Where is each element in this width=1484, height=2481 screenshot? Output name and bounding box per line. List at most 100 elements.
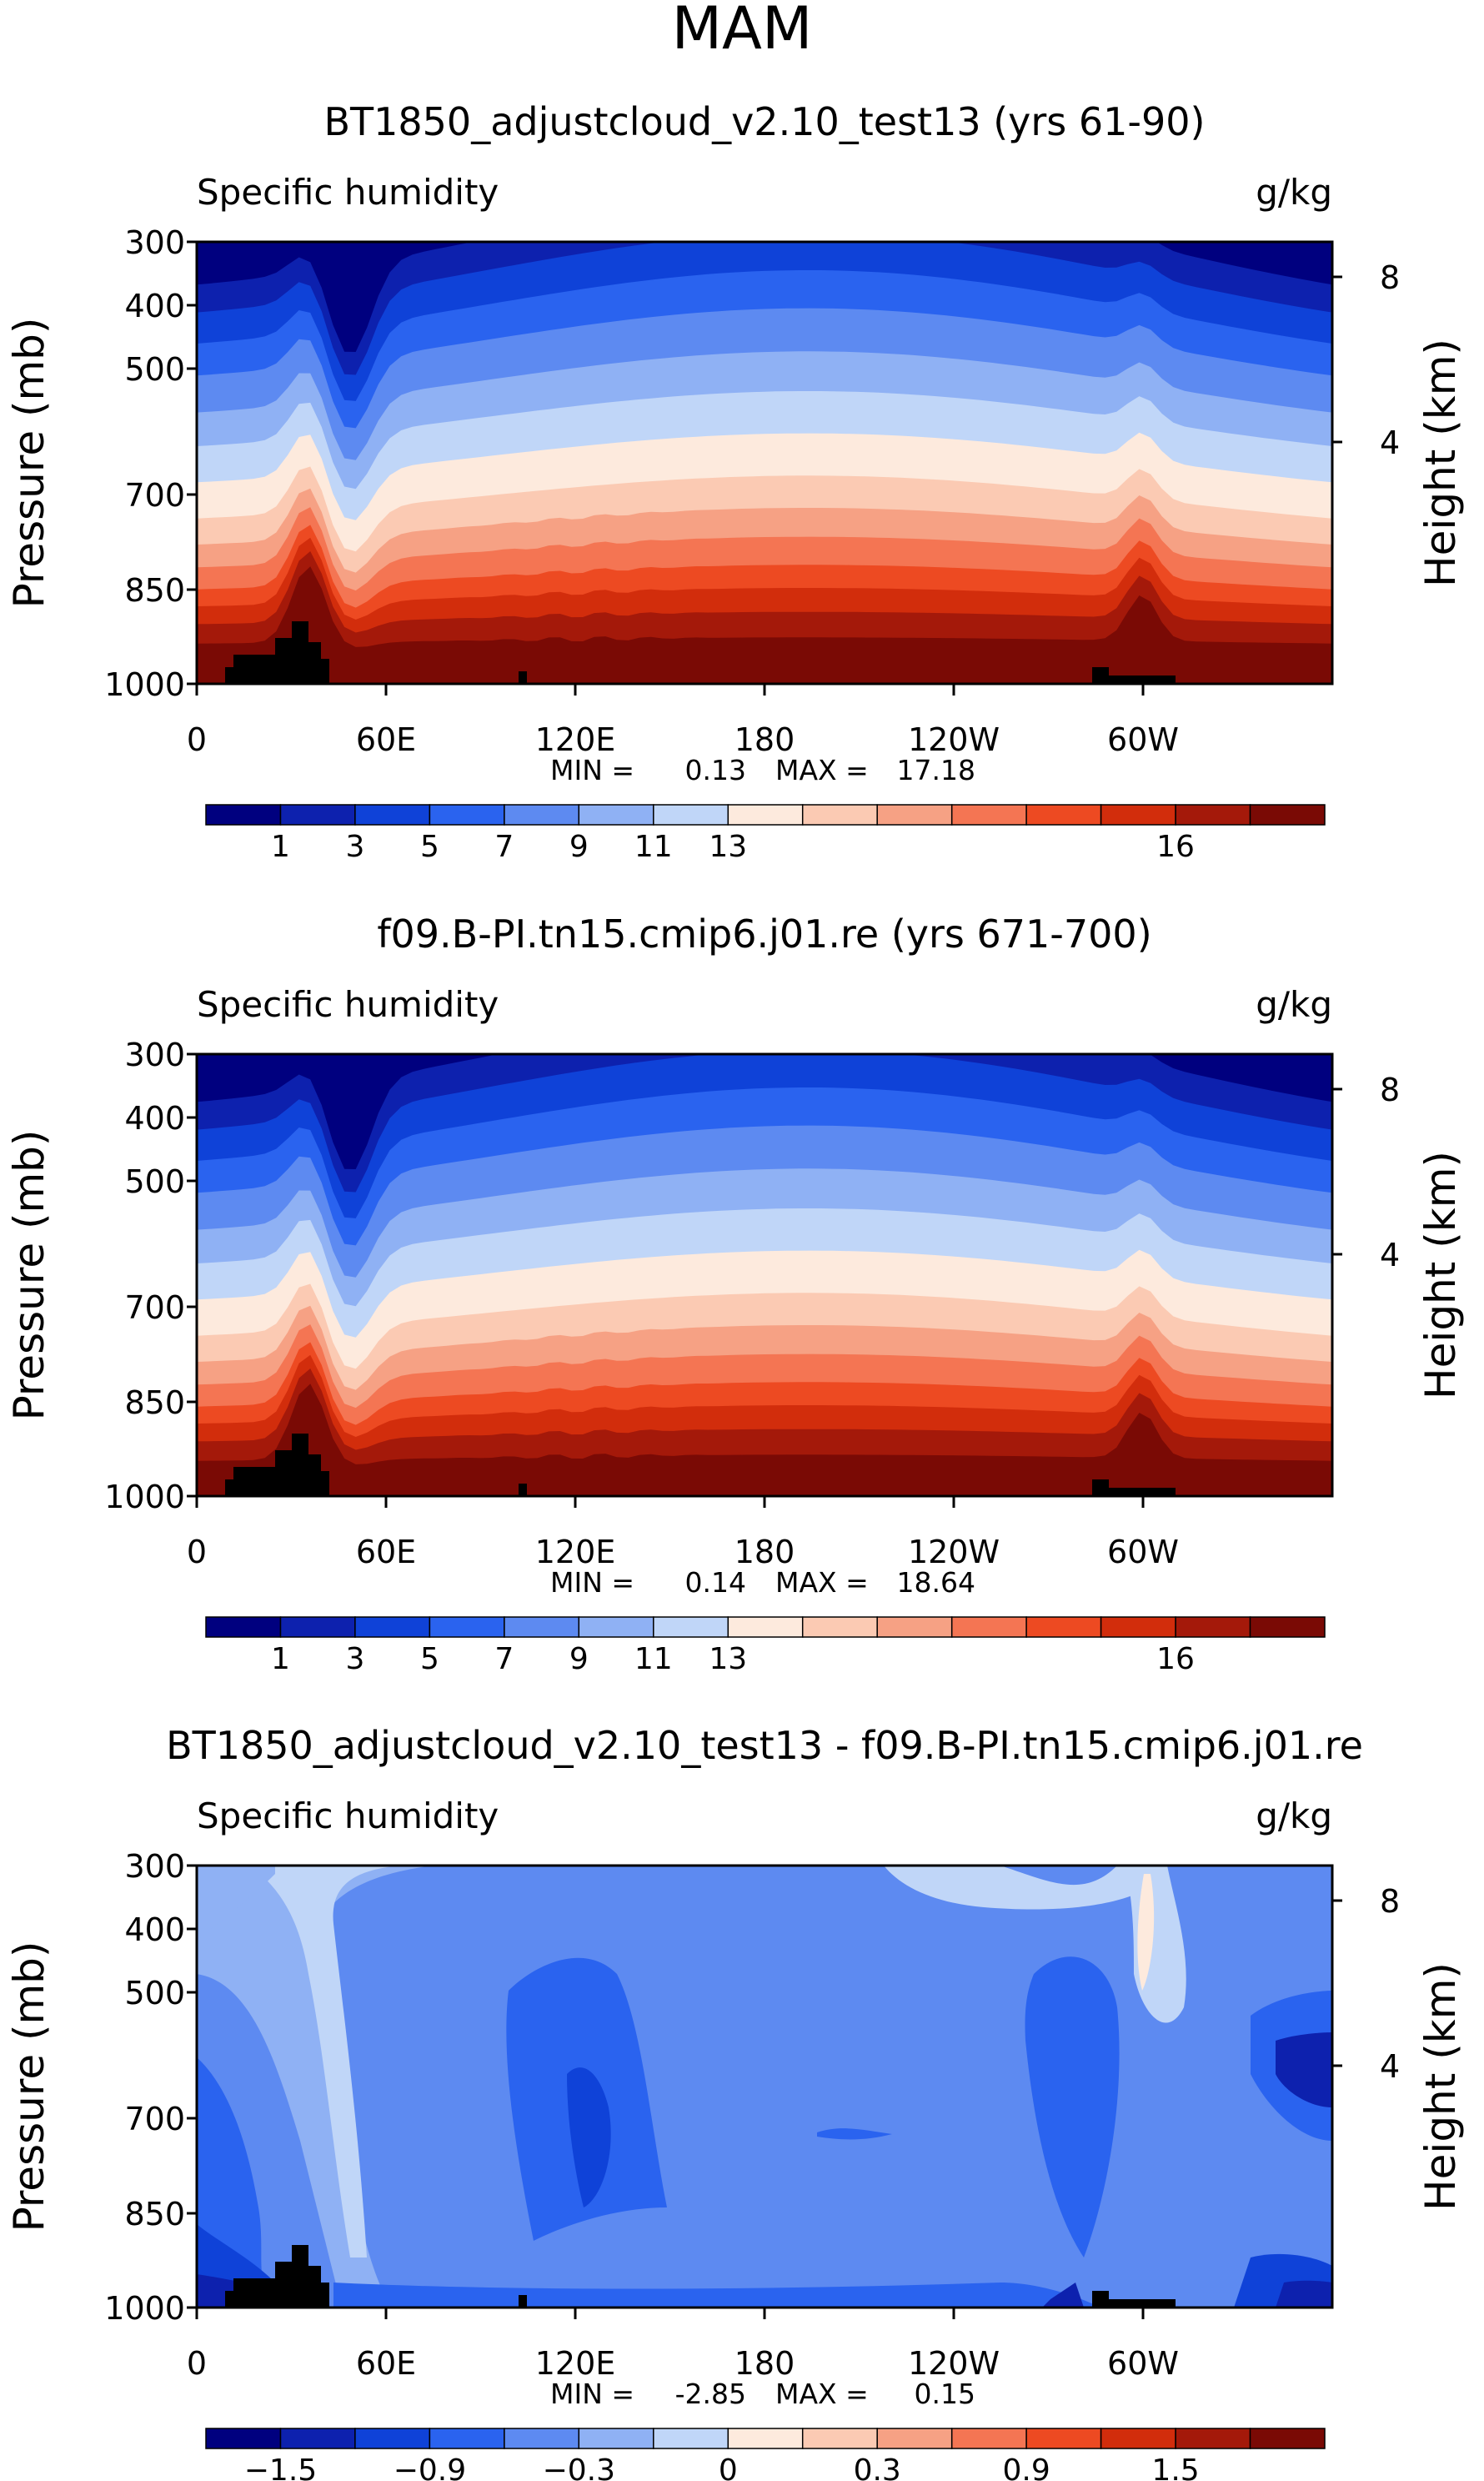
x-tick-label: 180 [734,1534,795,1570]
colorbar-swatch [279,804,356,826]
colorbar-swatch [1249,2428,1326,2449]
y2-axis-label: Height (km) [1416,1962,1465,2211]
colorbar-swatch [653,804,729,826]
y2-axis-label: Height (km) [1416,1151,1465,1399]
colorbar-swatch [429,804,505,826]
y-axis-label: Pressure (mb) [5,1130,53,1421]
colorbar-swatch [578,2428,654,2449]
x-tick-label: 120E [535,721,616,758]
y-tick-label: 700 [124,1289,185,1326]
y2-tick-label: 4 [1380,2048,1400,2085]
y-tick-label: 500 [124,1163,185,1200]
x-tick-label: 60E [356,2345,416,2382]
colorbar-swatch [653,1616,729,1638]
y-tick-label: 300 [124,224,185,261]
colorbar-label: 7 [494,830,514,864]
contour-field [197,242,1332,684]
y-tick-label: 300 [124,1848,185,1885]
y-tick-label: 700 [124,2101,185,2137]
y-tick-label: 1000 [104,666,185,703]
topography-mask [225,1434,1176,1496]
units-label: g/kg [1256,172,1332,213]
colorbar-swatch [1100,804,1176,826]
colorbar-swatch [504,1616,580,1638]
panel-title: BT1850_adjustcloud_v2.10_test13 - f09.B-… [166,1723,1363,1768]
panel-3: BT1850_adjustcloud_v2.10_test13 - f09.B-… [5,1723,1465,2481]
colorbar-label: 3 [345,1642,364,1676]
colorbar-label: 11 [634,1642,673,1676]
colorbar-swatch [727,804,804,826]
colorbar-swatch [1100,2428,1176,2449]
colorbar-swatch [205,2428,282,2449]
colorbar-swatch [950,804,1027,826]
panel-2: f09.B-PI.tn15.cmip6.j01.re (yrs 671-700)… [5,912,1465,1676]
panel-title: BT1850_adjustcloud_v2.10_test13 (yrs 61-… [323,99,1205,144]
contour-region-11 [567,2067,611,2207]
colorbar-swatch [205,804,282,826]
max-value: 17.18 [897,754,975,786]
contour-field [197,1054,1332,1496]
colorbar-label: −0.3 [543,2453,615,2481]
min-value: 0.14 [685,1566,746,1599]
contour-region-3 [197,1866,275,1941]
panels: BT1850_adjustcloud_v2.10_test13 (yrs 61-… [5,99,1465,2481]
colorbar-label: 0.9 [1003,2453,1050,2481]
colorbar-swatch [1249,804,1326,826]
colorbar-label: −0.9 [394,2453,466,2481]
contour-region-13 [1025,1956,1120,2258]
colorbar-swatch [1025,1616,1102,1638]
x-tick-label: 120E [535,2345,616,2382]
y-tick-label: 400 [124,288,185,324]
contour-band-3 [197,1054,1332,1218]
contour-band-1 [197,242,1332,352]
x-tick-label: 180 [734,2345,795,2382]
panel-title: f09.B-PI.tn15.cmip6.j01.re (yrs 671-700) [377,912,1151,957]
x-tick-label: 60W [1107,2345,1179,2382]
colorbar-label: 5 [420,830,439,864]
y-tick-label: 400 [124,1100,185,1137]
min-value: 0.13 [685,754,746,786]
min-value: -2.85 [675,2378,746,2410]
y2-tick-label: 4 [1380,1237,1400,1273]
colorbar-swatch [727,2428,804,2449]
colorbar-label: 9 [569,830,589,864]
colorbar-swatch [653,2428,729,2449]
variable-label: Specific humidity [197,1795,499,1836]
colorbar-swatch [1100,1616,1176,1638]
colorbar-swatch [1249,1616,1326,1638]
max-value: 0.15 [915,2378,975,2410]
x-tick-label: 0 [187,721,207,758]
colorbar-swatch [354,2428,431,2449]
colorbar-swatch [578,804,654,826]
y2-tick-label: 4 [1380,424,1400,461]
min-label: MIN = [550,754,634,786]
contour-region-1 [197,1866,434,2308]
colorbar-swatch [1175,1616,1251,1638]
colorbar-swatch [279,1616,356,1638]
x-tick-label: 60W [1107,1534,1179,1570]
colorbar-label: 7 [494,1642,514,1676]
units-label: g/kg [1256,1795,1332,1836]
colorbar-label: 16 [1156,830,1195,864]
y-tick-label: 300 [124,1037,185,1073]
y-tick-label: 1000 [104,1479,185,1515]
y-tick-label: 850 [124,572,185,609]
y-axis-label: Pressure (mb) [5,318,53,609]
colorbar-label: 0.3 [854,2453,901,2481]
colorbar-swatch [504,2428,580,2449]
colorbar-swatch [578,1616,654,1638]
figure-title: MAM [672,0,813,63]
colorbar-swatch [205,1616,282,1638]
x-tick-label: 60E [356,721,416,758]
colorbar-swatch [801,2428,878,2449]
variable-label: Specific humidity [197,172,499,213]
colorbar-label: 9 [569,1642,589,1676]
colorbar-label: −1.5 [244,2453,317,2481]
panel-1: BT1850_adjustcloud_v2.10_test13 (yrs 61-… [5,99,1465,864]
max-label: MAX = [775,754,869,786]
variable-label: Specific humidity [197,984,499,1025]
contour-region-18 [817,2128,892,2140]
colorbar-label: 13 [709,1642,747,1676]
min-label: MIN = [550,2378,634,2410]
